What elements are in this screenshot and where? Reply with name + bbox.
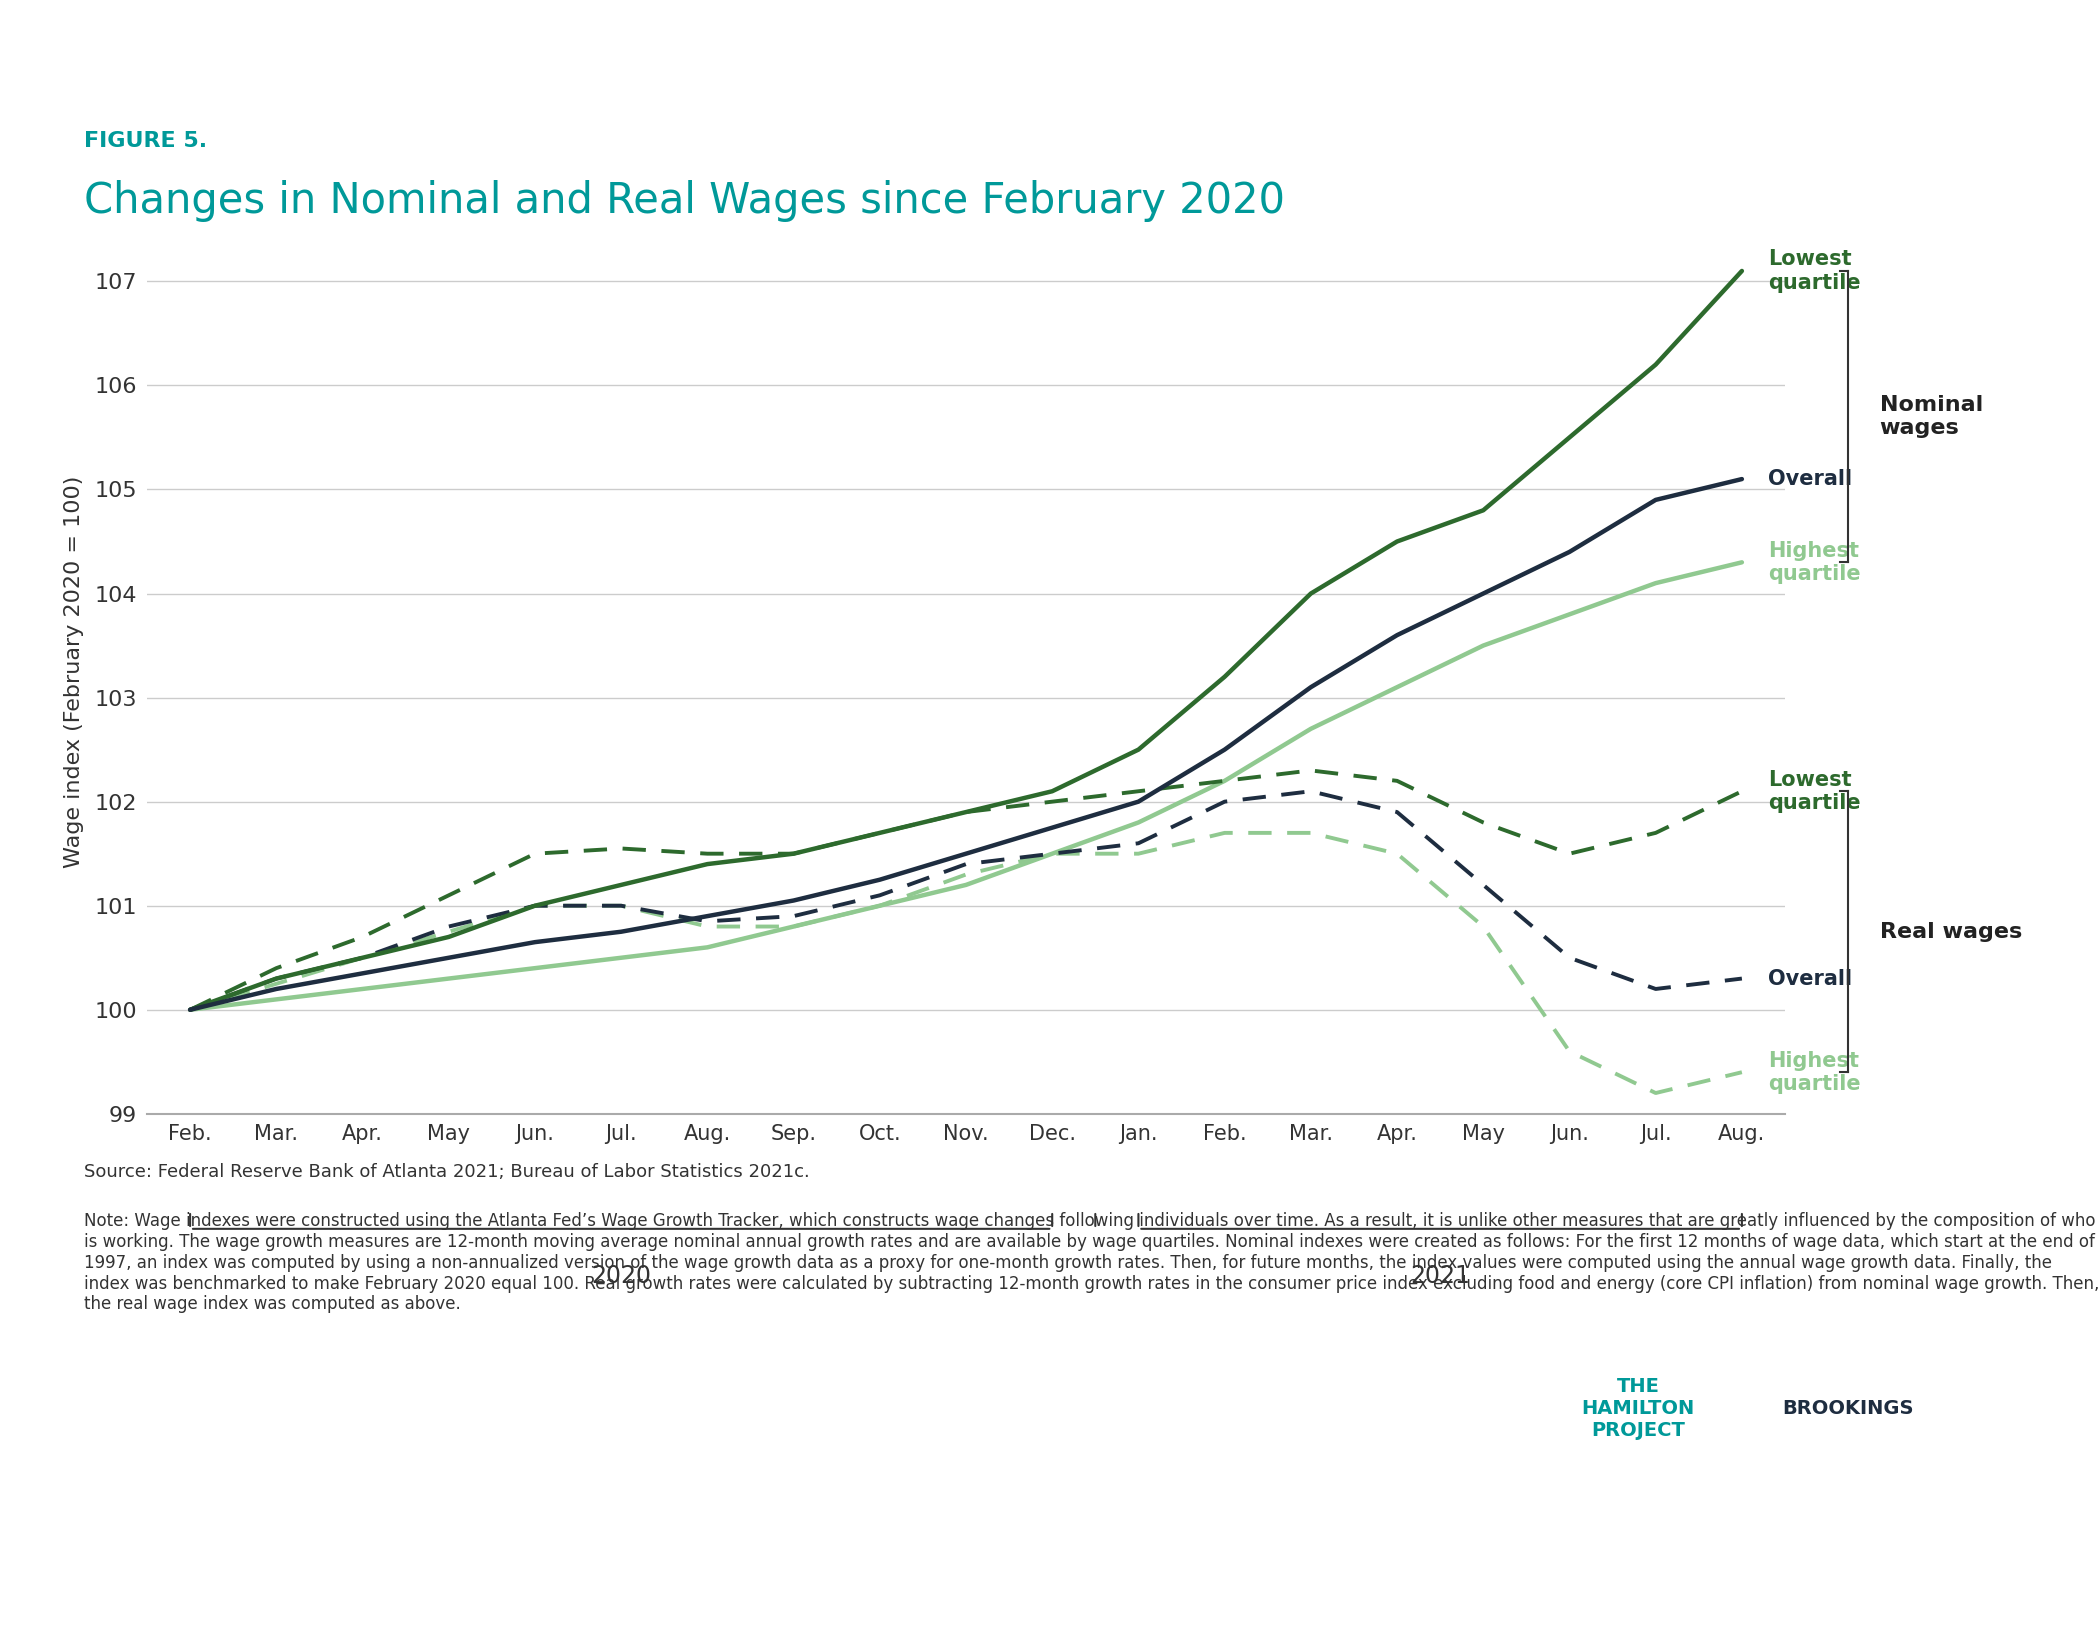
Text: Lowest
quartile: Lowest quartile xyxy=(1768,249,1861,293)
Text: Lowest
quartile: Lowest quartile xyxy=(1768,770,1861,812)
Text: Highest
quartile: Highest quartile xyxy=(1768,541,1861,583)
Text: Overall: Overall xyxy=(1768,968,1852,989)
Text: BROOKINGS: BROOKINGS xyxy=(1783,1399,1913,1419)
Text: THE
HAMILTON
PROJECT: THE HAMILTON PROJECT xyxy=(1581,1378,1695,1440)
Text: FIGURE 5.: FIGURE 5. xyxy=(84,131,208,151)
Text: Nominal
wages: Nominal wages xyxy=(1880,395,1982,439)
Text: Highest
quartile: Highest quartile xyxy=(1768,1050,1861,1094)
Y-axis label: Wage index (February 2020 = 100): Wage index (February 2020 = 100) xyxy=(63,475,84,868)
Text: Real wages: Real wages xyxy=(1880,922,2022,942)
Text: 2020: 2020 xyxy=(592,1265,651,1287)
Text: Source: Federal Reserve Bank of Atlanta 2021; Bureau of Labor Statistics 2021c.: Source: Federal Reserve Bank of Atlanta … xyxy=(84,1163,811,1181)
Text: Changes in Nominal and Real Wages since February 2020: Changes in Nominal and Real Wages since … xyxy=(84,180,1285,223)
Text: Overall: Overall xyxy=(1768,468,1852,490)
Text: Note: Wage indexes were constructed using the Atlanta Fed’s Wage Growth Tracker,: Note: Wage indexes were constructed usin… xyxy=(84,1212,2100,1314)
Text: 2021: 2021 xyxy=(1411,1265,1470,1287)
